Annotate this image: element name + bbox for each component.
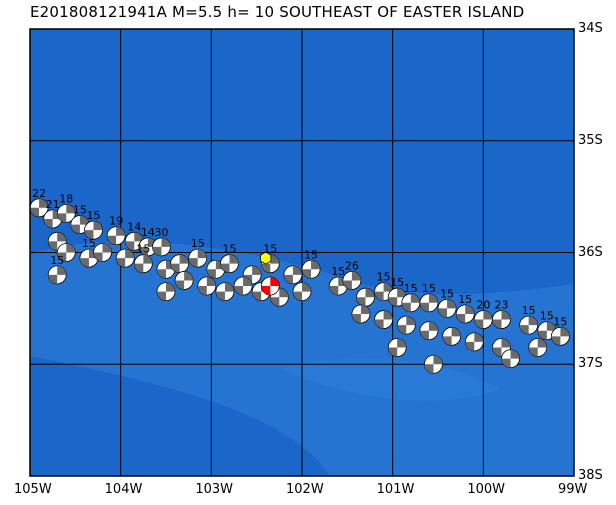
focal-mechanism [401, 293, 421, 313]
focal-mechanism [133, 254, 153, 274]
map-frame [29, 28, 575, 477]
depth-label: 22 [32, 187, 46, 200]
focal-mechanism [455, 304, 475, 324]
longitude-label: 105W [14, 482, 52, 497]
highlight-marker [260, 251, 272, 265]
seamount-shallow [280, 358, 500, 401]
depth-label: 15 [73, 204, 87, 217]
focal-mechanism [342, 271, 362, 290]
focal-mechanism [47, 265, 67, 285]
focal-mechanism [396, 315, 416, 335]
focal-mechanism [188, 248, 208, 268]
map-title: E201808121941A M=5.5 h= 10 SOUTHEAST OF … [30, 3, 525, 21]
depth-label: 14 [141, 226, 155, 239]
depth-label: 15 [191, 237, 205, 250]
focal-mechanism [156, 282, 176, 302]
depth-label: 15 [458, 293, 472, 306]
focal-mechanism [174, 271, 194, 290]
depth-label: 15 [50, 254, 64, 267]
depth-label: 15 [222, 243, 236, 256]
focal-mechanism [351, 304, 371, 324]
focal-mechanism [442, 326, 462, 346]
map-border [29, 28, 575, 477]
focal-mechanism [528, 338, 548, 357]
focal-mechanism [356, 287, 375, 307]
focal-mechanism [301, 259, 321, 279]
longitude-label: 103W [195, 482, 233, 497]
focal-mechanism [492, 310, 511, 329]
longitude-label: 99W [558, 482, 588, 497]
depth-label: 26 [345, 259, 359, 272]
depth-label: 15 [404, 282, 418, 295]
focal-mechanism [374, 310, 394, 329]
depth-label: 15 [422, 282, 436, 295]
focal-mechanism [56, 243, 76, 262]
focal-mechanism [197, 276, 217, 296]
focal-mechanism [170, 254, 190, 274]
focal-mechanism [419, 293, 439, 313]
longitude-label: 101W [376, 482, 415, 497]
depth-label: 14 [127, 220, 141, 233]
focal-mechanism [115, 248, 135, 268]
longitude-label: 102W [286, 482, 324, 497]
focal-mechanism [419, 321, 439, 341]
depth-label: 21 [46, 198, 60, 211]
focal-mechanism [501, 349, 520, 369]
depth-label: 15 [331, 265, 345, 278]
latitude-label: 38S [578, 468, 603, 483]
depth-label: 15 [540, 310, 554, 323]
focal-mechanism [29, 198, 49, 218]
depth-label: 15 [390, 276, 404, 289]
latitude-label: 35S [578, 132, 603, 148]
focal-mechanism [437, 298, 457, 318]
focal-mechanism [292, 282, 312, 302]
depth-label: 15 [86, 209, 100, 222]
depth-label: 15 [440, 287, 454, 300]
focal-mechanism [464, 332, 484, 352]
depth-label: 15 [553, 315, 567, 328]
depth-label: 18 [59, 192, 73, 205]
focal-mechanism [473, 310, 493, 329]
depth-label: 15 [522, 304, 536, 317]
focal-mechanism [56, 203, 76, 223]
depth-label: 23 [494, 299, 508, 312]
focal-mechanism [152, 237, 171, 257]
longitude-label: 104W [104, 482, 143, 497]
focal-mechanism [106, 226, 126, 246]
depth-label: 15 [82, 237, 96, 250]
depth-label: 20 [476, 299, 490, 312]
focal-mechanism [215, 282, 235, 302]
longitude-label: 100W [467, 482, 505, 497]
focal-mechanism [519, 315, 539, 335]
focal-mechanism [283, 265, 303, 285]
focal-mechanism [93, 243, 112, 262]
latitude-label: 36S [578, 244, 603, 260]
depth-label: 15 [304, 248, 318, 261]
latitude-label: 37S [578, 356, 603, 372]
focal-mechanism [551, 326, 570, 346]
focal-mechanism [84, 220, 103, 240]
focal-mechanism [220, 254, 239, 274]
mainshock-mechanism [260, 276, 280, 296]
focal-mechanism [233, 276, 253, 296]
depth-label: 15 [136, 243, 150, 256]
depth-label: 30 [154, 226, 168, 239]
latitude-label: 34S [578, 21, 603, 36]
depth-label: 19 [109, 215, 123, 228]
depth-label: 15 [377, 271, 391, 284]
focal-mechanism [387, 338, 407, 357]
focal-mechanism [424, 354, 443, 374]
focal-mechanism [124, 231, 144, 251]
